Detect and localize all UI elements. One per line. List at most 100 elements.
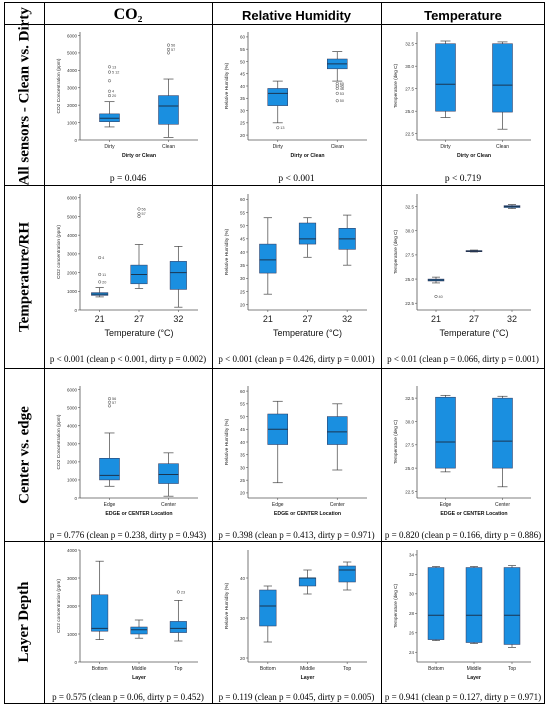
outlier-label: 11 bbox=[102, 273, 106, 277]
y-tick-label: 30.0 bbox=[405, 64, 414, 69]
box-top bbox=[503, 565, 521, 648]
x-axis-label: Layer bbox=[467, 675, 481, 681]
table-divider bbox=[4, 24, 545, 25]
outlier-point bbox=[137, 212, 141, 216]
x-tick-label: 27 bbox=[134, 314, 144, 324]
outlier-label: 57 bbox=[142, 212, 146, 216]
outlier-label: 20 bbox=[102, 280, 106, 284]
y-axis-label: CO2 concentration (ppm) bbox=[56, 225, 62, 279]
box-iqr bbox=[91, 594, 109, 632]
box-iqr bbox=[130, 626, 148, 635]
column-header-humidity: Relative Humidity bbox=[241, 8, 352, 23]
y-axis-label: CO2 concentration (ppm) bbox=[56, 579, 62, 633]
box-21: 40 bbox=[427, 276, 445, 299]
box-bottom bbox=[259, 585, 277, 643]
y-tick-label: 20 bbox=[240, 491, 246, 496]
table-divider bbox=[4, 541, 545, 542]
box-iqr bbox=[435, 396, 456, 469]
figure-table: CO₂ Relative Humidity Temperature All se… bbox=[4, 2, 545, 704]
pvalue-co2-temperature: p < 0.001 (clean p < 0.001, dirty p = 0.… bbox=[49, 354, 207, 364]
y-tick-label: 30.0 bbox=[405, 419, 414, 424]
y-tick-label: 45 bbox=[240, 72, 246, 77]
pvalue-co2-layer: p = 0.575 (clean p = 0.06, dirty p = 0.4… bbox=[52, 692, 204, 702]
box-iqr bbox=[99, 458, 120, 481]
y-tick-label: 6000 bbox=[67, 196, 78, 201]
outlier-label: 57 bbox=[112, 401, 116, 405]
y-tick-label: 30 bbox=[409, 592, 415, 597]
x-axis-label: Temperature (°C) bbox=[273, 328, 342, 338]
chart-co2-clean-dirty: 0 1000 2000 3000 4000 5000 6000 CO2 Concentrati… bbox=[56, 32, 198, 159]
row-header-center-edge: Center vs. edge bbox=[16, 405, 32, 504]
pvalue-rh-location: p = 0.398 (clean p = 0.413, dirty p = 0.… bbox=[218, 530, 375, 540]
y-axis-label: Temperature (deg C) bbox=[393, 229, 399, 274]
y-tick-label: 27.5 bbox=[405, 443, 414, 448]
y-tick-label: 28 bbox=[409, 611, 415, 616]
outlier-label: 50 bbox=[340, 99, 344, 103]
box-dirty: 13 5 12 420 bbox=[99, 65, 120, 128]
pvalue-temp-location: p = 0.820 (clean p = 0.166, dirty p = 0.… bbox=[384, 530, 542, 540]
table-divider bbox=[4, 368, 545, 369]
y-tick-label: 5000 bbox=[67, 51, 78, 56]
y-tick-label: 32 bbox=[409, 572, 415, 577]
box-dirty: 13 bbox=[267, 80, 288, 130]
box-iqr bbox=[503, 567, 521, 645]
x-tick-label: Top bbox=[343, 666, 351, 672]
x-tick-label: Dirty bbox=[273, 144, 284, 150]
y-tick-label: 4000 bbox=[67, 548, 78, 553]
outlier-point bbox=[107, 89, 112, 93]
outlier-point bbox=[335, 91, 339, 95]
outlier-label: 57 bbox=[171, 48, 175, 52]
y-tick-label: 3000 bbox=[67, 86, 78, 91]
outlier-point bbox=[434, 294, 438, 299]
y-tick-label: 30.0 bbox=[405, 229, 414, 234]
table-border-left bbox=[4, 2, 5, 704]
x-axis-label: Dirty or Clean bbox=[290, 153, 324, 159]
box-middle bbox=[298, 569, 317, 595]
y-tick-label: 30 bbox=[240, 465, 246, 470]
outlier-point bbox=[107, 79, 112, 83]
chart-temp-temperature: 22.5 25.0 27.5 30.0 32.5 Temperature (deg C) 2… bbox=[393, 194, 531, 338]
box-32 bbox=[169, 246, 187, 308]
y-tick-label: 3000 bbox=[67, 252, 78, 257]
y-tick-label: 32.5 bbox=[405, 204, 414, 209]
outlier-label: 45 bbox=[340, 85, 344, 89]
box-middle bbox=[465, 566, 483, 644]
box-iqr bbox=[259, 243, 277, 274]
outlier-label: 53 bbox=[340, 92, 344, 96]
y-tick-label: 24 bbox=[409, 650, 415, 655]
box-top: 23 bbox=[169, 590, 187, 642]
y-tick-label: 27.5 bbox=[405, 87, 414, 92]
x-tick-label: Middle bbox=[300, 666, 315, 672]
box-21 bbox=[259, 217, 277, 295]
box-bottom bbox=[91, 560, 109, 640]
x-tick-label: 21 bbox=[431, 314, 441, 324]
outlier-point bbox=[276, 126, 280, 130]
box-iqr bbox=[298, 577, 317, 587]
y-tick-label: 1000 bbox=[67, 120, 78, 125]
outlier-label: 56 bbox=[171, 44, 175, 48]
outlier-point bbox=[335, 99, 339, 103]
y-tick-label: 22.5 bbox=[405, 301, 414, 306]
x-tick-label: Edge bbox=[440, 502, 452, 508]
outlier-point bbox=[107, 65, 112, 69]
y-tick-label: 2000 bbox=[67, 103, 78, 108]
outlier-point bbox=[107, 400, 112, 404]
y-tick-label: 26 bbox=[409, 631, 415, 636]
y-tick-label: 22.5 bbox=[405, 132, 414, 137]
box-bottom bbox=[427, 566, 445, 641]
outlier-point bbox=[107, 94, 112, 98]
box-iqr bbox=[427, 567, 445, 640]
box-iqr bbox=[465, 567, 483, 643]
x-tick-label: Bottom bbox=[92, 666, 108, 672]
row-header-layer-depth: Layer Depth bbox=[16, 581, 32, 663]
outlier-label: 13 bbox=[112, 65, 116, 69]
y-tick-label: 6000 bbox=[67, 33, 78, 38]
y-tick-label: 30 bbox=[240, 108, 246, 113]
x-tick-label: Middle bbox=[467, 666, 482, 672]
chart-rh-temperature: 20 25 30 35 40 45 50 55 60 Relative Humidity (%) 2… bbox=[224, 194, 367, 338]
chart-temp-location: 22.5 25.0 27.5 30.0 32.5 Temperature (deg C) E… bbox=[393, 386, 531, 517]
pvalue-co2-location: p = 0.776 (clean p = 0.238, dirty p = 0.… bbox=[49, 530, 207, 540]
y-tick-label: 34 bbox=[409, 553, 415, 558]
y-tick-label: 30 bbox=[240, 616, 246, 621]
y-tick-label: 32.5 bbox=[405, 396, 414, 401]
